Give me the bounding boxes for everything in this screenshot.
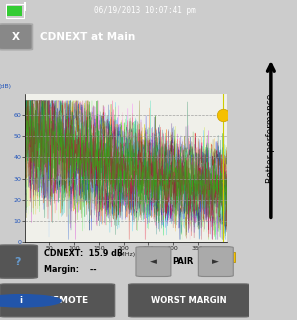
Bar	[7, 6, 22, 16]
X-axis label: (MHz): (MHz)	[117, 252, 135, 257]
Bar	[6, 4, 24, 18]
FancyBboxPatch shape	[198, 247, 233, 276]
FancyBboxPatch shape	[0, 24, 32, 50]
Text: Margin:    --: Margin: --	[44, 265, 96, 274]
Circle shape	[0, 295, 61, 307]
FancyBboxPatch shape	[129, 284, 249, 317]
FancyBboxPatch shape	[0, 245, 37, 278]
Text: 402.0: 402.0	[213, 254, 233, 260]
Text: CDNEXT at Main: CDNEXT at Main	[40, 31, 135, 42]
FancyBboxPatch shape	[136, 247, 171, 276]
Text: i: i	[20, 296, 23, 305]
Text: ?: ?	[14, 257, 21, 267]
Text: ◄: ◄	[150, 257, 157, 266]
Text: Better performance: Better performance	[266, 93, 275, 183]
Text: REMOTE: REMOTE	[46, 296, 89, 305]
Text: ►: ►	[212, 257, 219, 266]
Text: PAIR: PAIR	[173, 257, 194, 266]
Text: X: X	[12, 31, 20, 42]
Bar	[24, 2, 26, 11]
Text: (dB): (dB)	[0, 84, 12, 89]
Text: 06/19/2013 10:07:41 pm: 06/19/2013 10:07:41 pm	[94, 6, 195, 15]
Text: WORST MARGIN: WORST MARGIN	[151, 296, 227, 305]
Text: CDNEXT:  15.9 dB: CDNEXT: 15.9 dB	[44, 249, 123, 258]
FancyBboxPatch shape	[0, 284, 115, 317]
